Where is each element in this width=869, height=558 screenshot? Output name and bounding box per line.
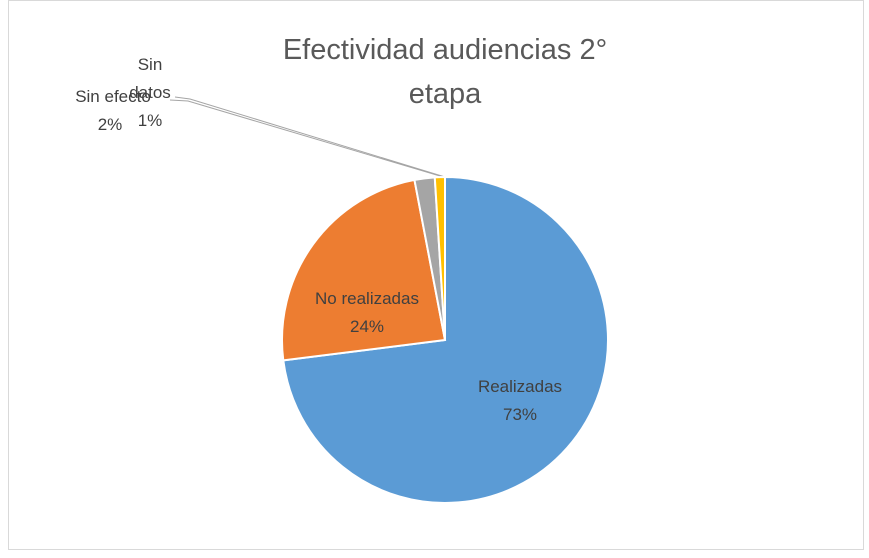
pie-slice [281,178,447,362]
slice-value-label: 1% [137,111,163,130]
leader-line [174,96,446,178]
slice-value-label: 73% [502,405,538,424]
slice-label: Sin efecto [75,87,151,106]
chart-title: Efectividad audiencias 2° etapa [282,34,608,110]
pie-slice [433,175,446,341]
slice-value-label: 2% [97,115,123,134]
slice-label: Sin datos [129,55,171,102]
chart-frame [8,0,864,550]
slice-value-label: 24% [349,317,385,336]
slice-label: Realizadas [477,377,563,396]
slice-label: No realizadas [315,289,419,308]
leader-line [169,99,441,177]
